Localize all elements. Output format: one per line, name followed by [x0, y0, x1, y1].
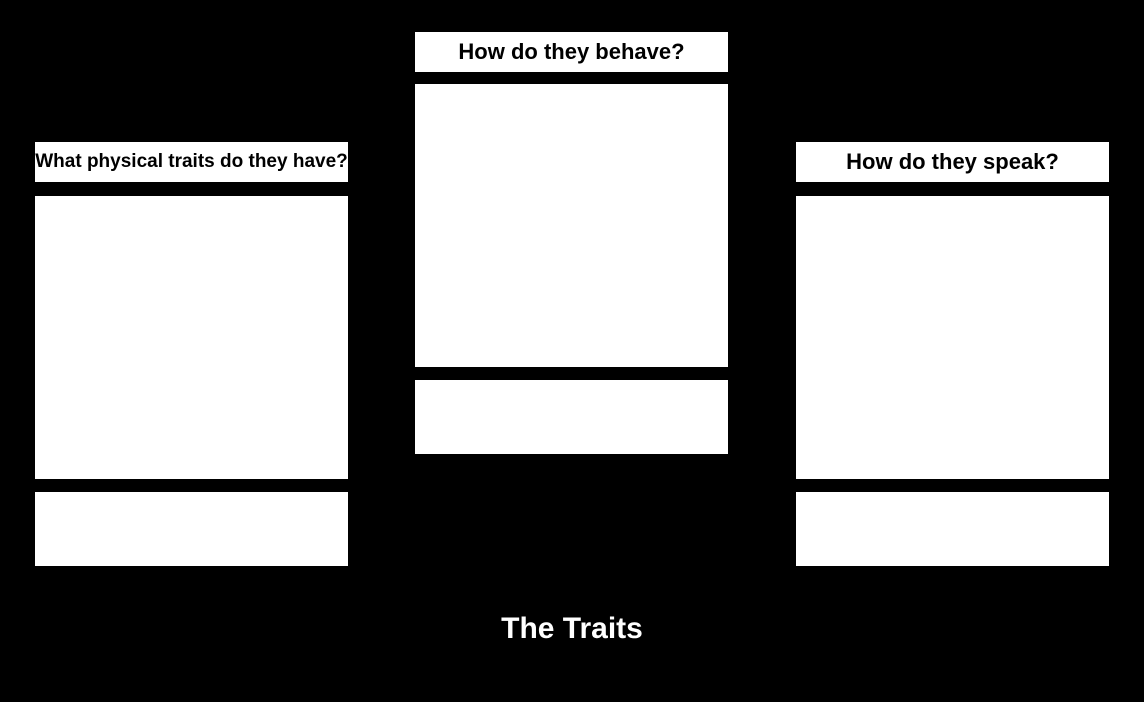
bottom-title: The Traits [0, 612, 1144, 652]
right-title-bar: How do they speak? [796, 142, 1109, 182]
left-title-bar: What physical traits do they have? [35, 142, 348, 182]
center-title-bar: How do they behave? [415, 32, 728, 72]
right-caption [796, 492, 1109, 566]
left-caption [35, 492, 348, 566]
left-canvas [35, 196, 348, 479]
right-canvas [796, 196, 1109, 479]
center-canvas [415, 84, 728, 367]
center-caption [415, 380, 728, 454]
